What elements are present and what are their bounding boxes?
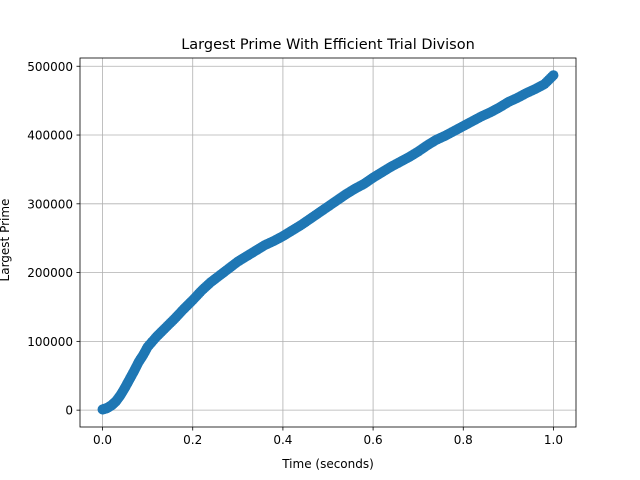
y-tick-label: 500000 — [27, 60, 73, 74]
plot-frame — [79, 57, 577, 428]
y-axis-ticks: 0 100000 200000 300000 400000 500000 — [27, 60, 80, 418]
y-tick-label: 300000 — [27, 197, 73, 211]
y-tick-label: 400000 — [27, 129, 73, 143]
x-tick-label: 1.0 — [544, 433, 563, 447]
x-tick-label: 0.8 — [454, 433, 473, 447]
data-point — [548, 70, 559, 81]
y-tick-label: 100000 — [27, 335, 73, 349]
x-tick-label: 0.4 — [273, 433, 292, 447]
x-axis-label: Time (seconds) — [281, 457, 374, 471]
x-axis-ticks: 0.0 0.2 0.4 0.6 0.8 1.0 — [93, 427, 563, 447]
data-points — [97, 70, 559, 415]
grid — [80, 58, 576, 427]
y-axis-label: Largest Prime — [0, 199, 12, 282]
x-tick-label: 0.2 — [183, 433, 202, 447]
x-tick-label: 0.0 — [93, 433, 112, 447]
y-tick-label: 0 — [65, 404, 73, 418]
x-tick-label: 0.6 — [364, 433, 383, 447]
y-tick-label: 200000 — [27, 266, 73, 280]
chart-title: Largest Prime With Efficient Trial Divis… — [181, 37, 475, 53]
